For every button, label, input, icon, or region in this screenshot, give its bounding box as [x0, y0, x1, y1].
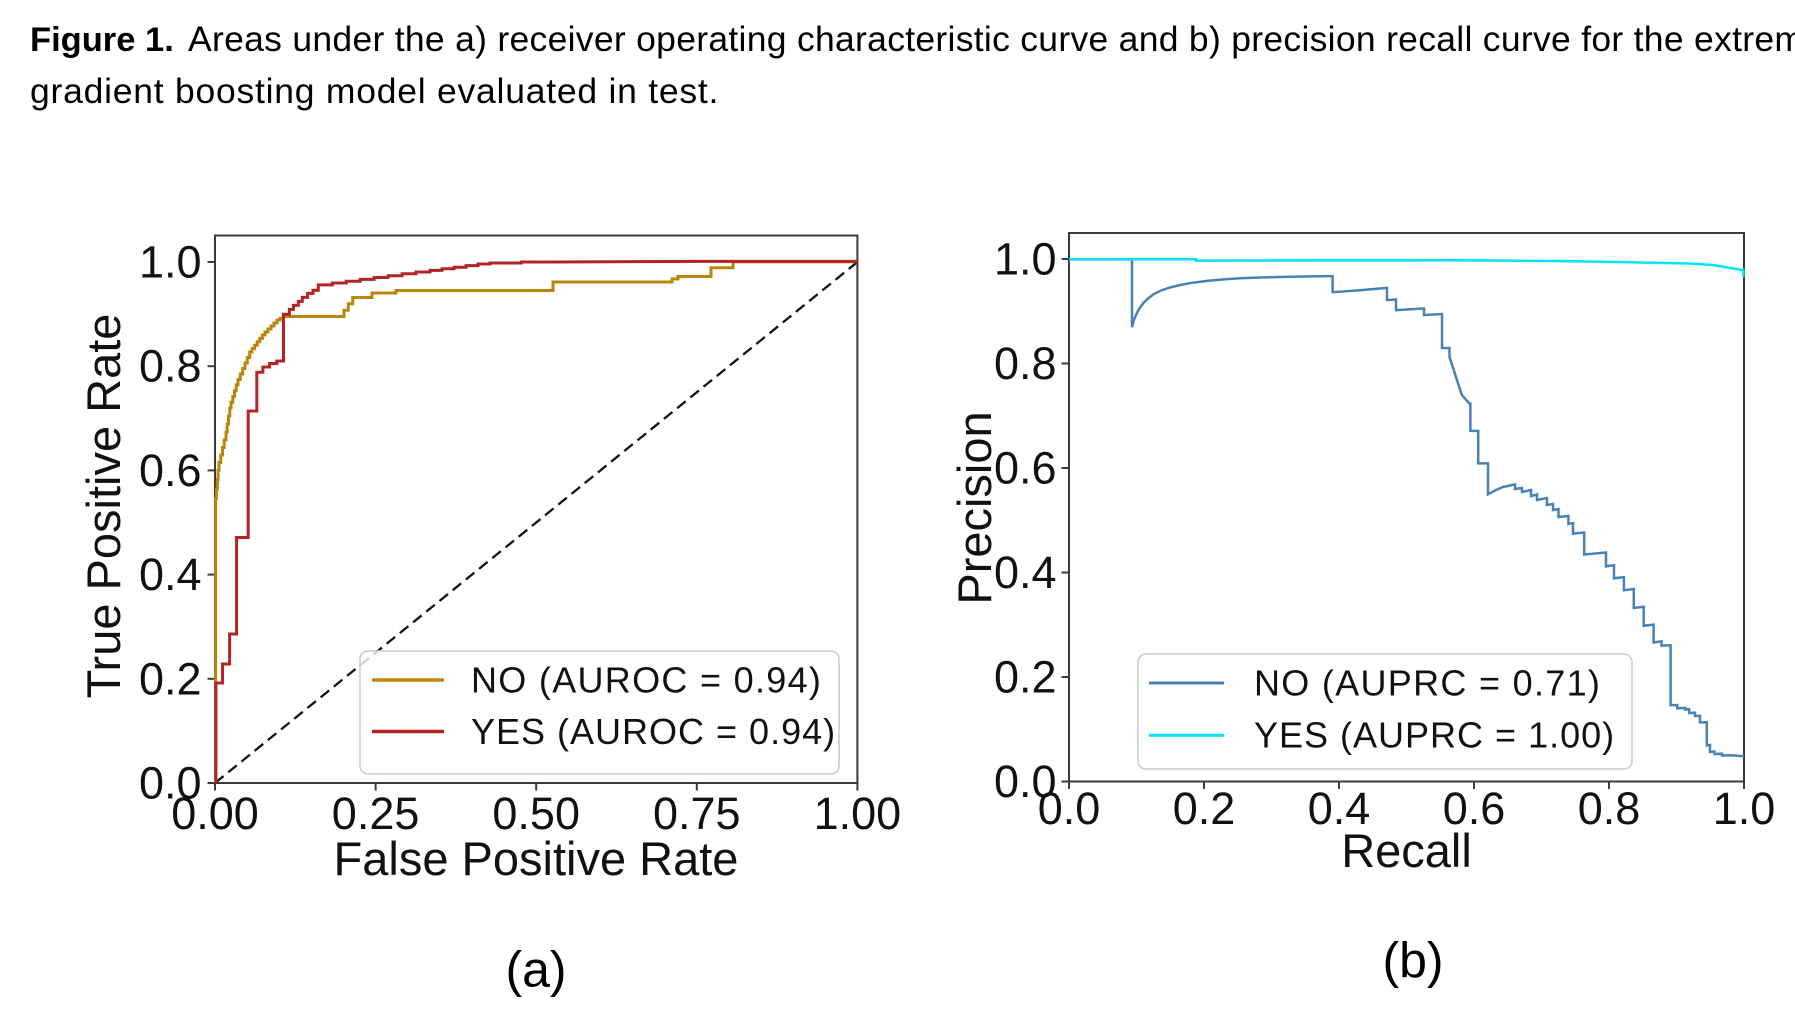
svg-text:0.6: 0.6 [994, 443, 1057, 494]
svg-text:1.0: 1.0 [139, 237, 202, 288]
svg-text:0.75: 0.75 [653, 788, 741, 839]
svg-text:NO (AUROC = 0.94): NO (AUROC = 0.94) [471, 660, 822, 701]
svg-text:1.0: 1.0 [1713, 783, 1776, 834]
svg-text:0.0: 0.0 [139, 758, 202, 809]
svg-text:0.2: 0.2 [994, 652, 1057, 703]
svg-text:0.8: 0.8 [994, 338, 1057, 389]
svg-text:0.0: 0.0 [994, 756, 1057, 807]
svg-text:0.4: 0.4 [1308, 783, 1371, 834]
svg-text:0.00: 0.00 [171, 788, 259, 839]
svg-text:gradient boosting model evalua: gradient boosting model evaluated in tes… [30, 71, 719, 111]
svg-text:0.6: 0.6 [1443, 783, 1506, 834]
svg-text:(b): (b) [1382, 933, 1443, 989]
svg-text:1.00: 1.00 [814, 788, 902, 839]
svg-text:0.50: 0.50 [492, 788, 580, 839]
svg-text:0.25: 0.25 [332, 788, 420, 839]
svg-text:0.8: 0.8 [1578, 783, 1641, 834]
svg-text:Areas under the a) receiver op: Areas under the a) receiver operating ch… [188, 19, 1795, 59]
svg-text:0.2: 0.2 [1173, 783, 1236, 834]
svg-text:0.4: 0.4 [994, 547, 1057, 598]
svg-text:0.8: 0.8 [139, 341, 202, 392]
svg-text:0.4: 0.4 [139, 549, 202, 600]
svg-text:(a): (a) [505, 942, 566, 998]
svg-text:True Positive Rate: True Positive Rate [77, 314, 130, 699]
svg-text:0.6: 0.6 [139, 445, 202, 496]
svg-text:False Positive Rate: False Positive Rate [334, 832, 739, 885]
svg-text:Precision: Precision [948, 411, 1001, 604]
svg-text:Recall: Recall [1341, 824, 1472, 877]
svg-text:Figure 1.: Figure 1. [30, 21, 174, 59]
svg-text:0.0: 0.0 [1038, 783, 1101, 834]
svg-text:NO (AUPRC = 0.71): NO (AUPRC = 0.71) [1254, 663, 1601, 704]
svg-text:YES (AUPRC = 1.00): YES (AUPRC = 1.00) [1254, 715, 1615, 756]
svg-text:1.0: 1.0 [994, 234, 1057, 285]
svg-text:0.2: 0.2 [139, 653, 202, 704]
svg-text:YES (AUROC = 0.94): YES (AUROC = 0.94) [471, 711, 836, 752]
